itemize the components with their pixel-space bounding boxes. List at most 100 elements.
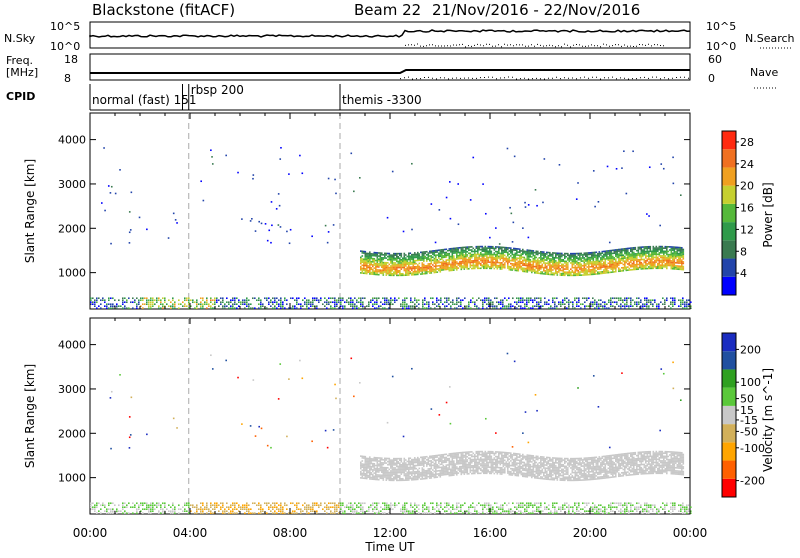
heatmap-cell: [509, 207, 511, 209]
heatmap-cell: [432, 270, 434, 272]
heatmap-cell: [200, 512, 202, 514]
heatmap-cell: [501, 268, 503, 270]
heatmap-cell: [396, 265, 398, 267]
heatmap-cell: [392, 461, 394, 463]
heatmap-cell: [566, 307, 568, 309]
heatmap-cell: [369, 467, 371, 469]
heatmap-cell: [194, 301, 196, 303]
heatmap-cell: [504, 259, 506, 261]
heatmap-cell: [504, 247, 506, 249]
heatmap-cell: [527, 257, 529, 259]
heatmap-cell: [510, 269, 512, 271]
heatmap-cell: [280, 510, 282, 512]
heatmap-cell: [412, 305, 414, 307]
heatmap-cell: [437, 261, 439, 263]
heatmap-cell: [538, 506, 540, 508]
heatmap-cell: [326, 307, 328, 309]
heatmap-cell: [486, 255, 488, 257]
heatmap-cell: [680, 269, 682, 271]
heatmap-cell: [626, 251, 628, 253]
heatmap-cell: [627, 255, 629, 257]
heatmap-cell: [621, 262, 623, 264]
heatmap-cell: [429, 269, 431, 271]
heatmap-cell: [471, 249, 473, 251]
heatmap-cell: [447, 268, 449, 270]
heatmap-cell: [615, 271, 617, 273]
heatmap-cell: [456, 504, 458, 506]
heatmap-cell: [572, 301, 574, 303]
heatmap-cell: [108, 185, 110, 187]
heatmap-cell: [520, 305, 522, 307]
heatmap-cell: [575, 253, 577, 255]
heatmap-cell: [420, 270, 422, 272]
heatmap-cell: [282, 301, 284, 303]
heatmap-cell: [486, 512, 488, 514]
heatmap-cell: [426, 265, 428, 267]
heatmap-cell: [456, 250, 458, 252]
heatmap-cell: [489, 255, 491, 257]
heatmap-cell: [368, 461, 370, 463]
heatmap-cell: [646, 303, 648, 305]
heatmap-cell: [554, 260, 556, 262]
heatmap-cell: [411, 163, 413, 165]
heatmap-cell: [654, 299, 656, 301]
heatmap-cell: [509, 267, 511, 269]
heatmap-cell: [334, 508, 336, 510]
heatmap-cell: [426, 506, 428, 508]
heatmap-cell: [306, 506, 308, 508]
heatmap-cell: [576, 275, 578, 277]
heatmap-cell: [334, 297, 336, 299]
heatmap-cell: [394, 301, 396, 303]
heatmap-cell: [642, 252, 644, 254]
heatmap-cell: [450, 268, 452, 270]
heatmap-cell: [479, 247, 481, 249]
heatmap-cell: [488, 257, 490, 259]
heatmap-cell: [557, 271, 559, 273]
heatmap-cell: [666, 268, 668, 270]
heatmap-cell: [558, 270, 560, 272]
heatmap-cell: [594, 255, 596, 257]
heatmap-cell: [506, 250, 508, 252]
heatmap-cell: [371, 474, 373, 476]
heatmap-cell: [276, 297, 278, 299]
heatmap-cell: [214, 508, 216, 510]
heatmap-cell: [477, 264, 479, 266]
heatmap-cell: [554, 263, 556, 265]
heatmap-cell: [316, 502, 318, 504]
heatmap-cell: [556, 502, 558, 504]
heatmap-cell: [395, 258, 397, 260]
heatmap-cell: [380, 258, 382, 260]
heatmap-cell: [374, 297, 376, 299]
heatmap-cell: [491, 251, 493, 253]
heatmap-cell: [602, 251, 604, 253]
heatmap-cell: [432, 267, 434, 269]
heatmap-cell: [489, 237, 491, 239]
heatmap-cell: [384, 270, 386, 272]
heatmap-cell: [659, 267, 661, 269]
heatmap-cell: [473, 262, 475, 264]
heatmap-cell: [456, 303, 458, 305]
heatmap-cell: [396, 504, 398, 506]
heatmap-cell: [572, 270, 574, 272]
heatmap-cell: [389, 459, 391, 461]
heatmap-cell: [520, 510, 522, 512]
heatmap-cell: [429, 265, 431, 267]
heatmap-cell: [410, 502, 412, 504]
heatmap-cell: [138, 506, 140, 508]
heatmap-cell: [644, 251, 646, 253]
heatmap-cell: [122, 299, 124, 301]
heatmap-cell: [402, 261, 404, 263]
heatmap-cell: [100, 303, 102, 305]
heatmap-cell: [605, 260, 607, 262]
heatmap-cell: [384, 506, 386, 508]
heatmap-cell: [618, 270, 620, 272]
heatmap-cell: [593, 263, 595, 265]
heatmap-cell: [342, 297, 344, 299]
heatmap-cell: [270, 299, 272, 301]
heatmap-cell: [567, 265, 569, 267]
heatmap-cell: [226, 297, 228, 299]
heatmap-cell: [434, 262, 436, 264]
heatmap-cell: [170, 305, 172, 307]
heatmap-cell: [494, 248, 496, 250]
heatmap-cell: [596, 307, 598, 309]
